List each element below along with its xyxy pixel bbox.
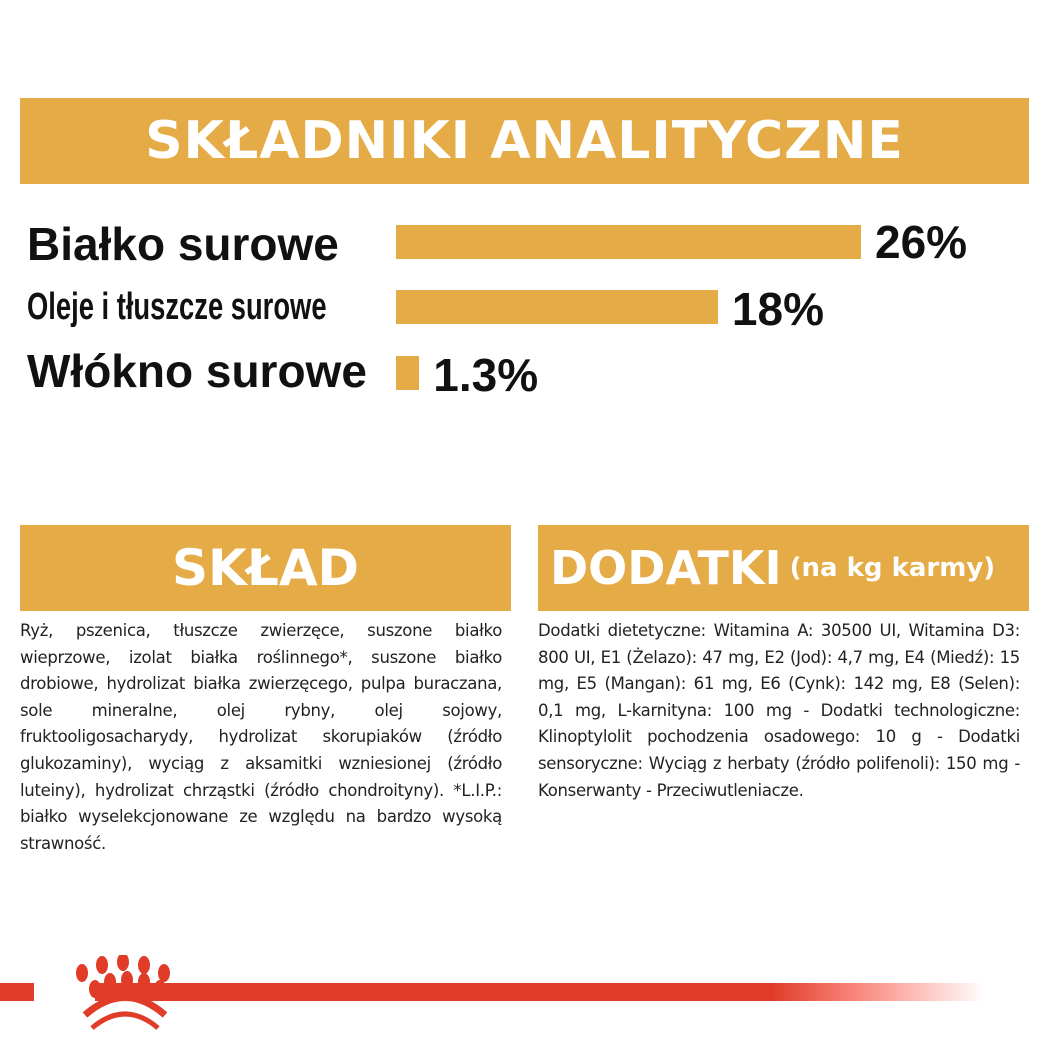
- additives-text: Dodatki dietetyczne: Witamina A: 30500 U…: [538, 621, 1020, 800]
- royal-canin-crown-logo-icon: [76, 955, 170, 1030]
- bar-fibre: [396, 356, 420, 390]
- composition-header: SKŁAD: [20, 525, 511, 611]
- analytical-header: SKŁADNIKI ANALITYCZNE: [20, 98, 1029, 184]
- value-fibre: 1.3%: [433, 349, 539, 401]
- additives-title: DODATKI: [550, 541, 782, 595]
- additives-subtitle: (na kg karmy): [789, 553, 996, 583]
- value-fat: 18%: [731, 283, 824, 335]
- label-fat: Oleje i tłuszcze surowe: [27, 286, 327, 328]
- label-fibre: Włókno surowe: [27, 345, 367, 397]
- additives-header: DODATKI (na kg karmy): [538, 525, 1029, 611]
- composition-text: Ryż, pszenica, tłuszcze zwierzęce, suszo…: [20, 621, 502, 853]
- value-protein: 26%: [875, 216, 968, 268]
- bar-fat: [396, 290, 718, 324]
- label-protein: Białko surowe: [27, 218, 339, 270]
- footer-stripe: [0, 983, 1049, 1001]
- bar-protein: [396, 225, 861, 259]
